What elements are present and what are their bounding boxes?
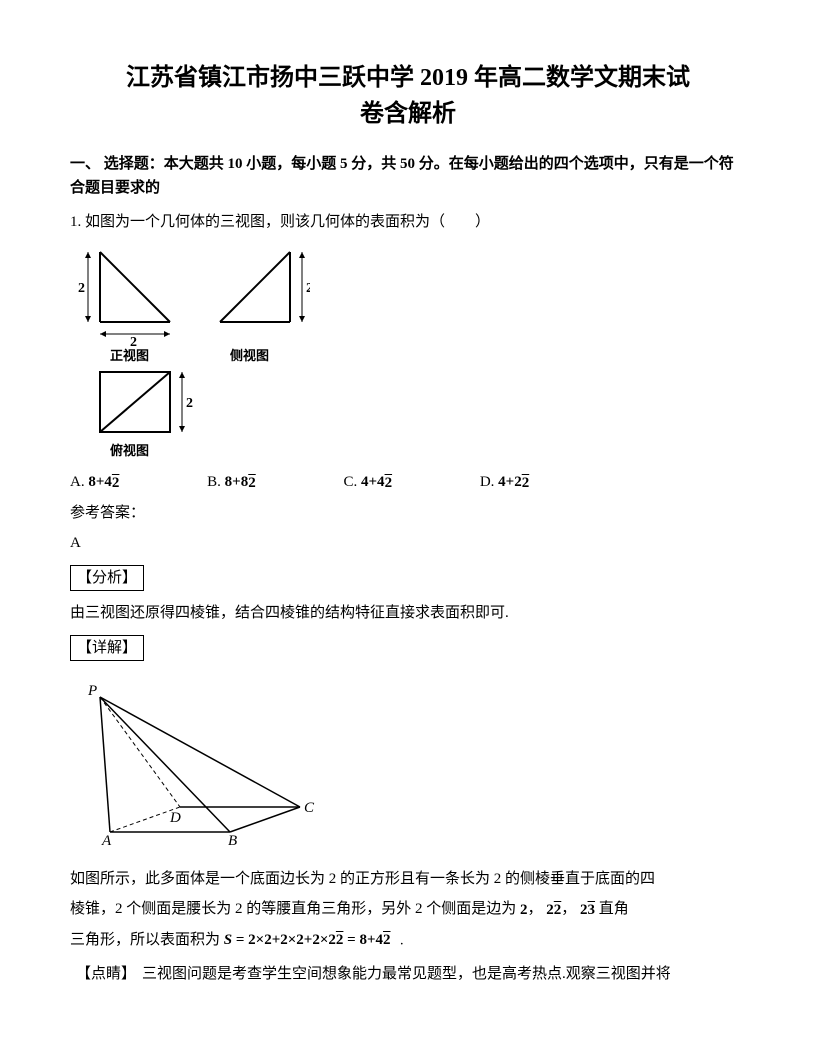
detail-p1: 如图所示，此多面体是一个底面边长为 2 的正方形且有一条长为 2 的侧棱垂直于底… [70,867,746,891]
option-d: D. 4+22 [480,470,585,495]
title-line-2: 卷含解析 [360,101,456,127]
svg-text:P: P [87,683,97,699]
surface-area-formula: S = 2×2+2×2+2×22 = 8+42 [224,928,391,952]
svg-text:2: 2 [306,281,310,296]
q1-options: A. 8+42 B. 8+82 C. 4+42 D. 4+22 [70,470,746,495]
option-a: A. 8+42 [70,470,175,495]
svg-text:俯视图: 俯视图 [110,443,149,458]
detail-p2: 棱锥，2 个侧面是腰长为 2 的等腰直角三角形，另外 2 个侧面是边为 2， 2… [70,897,746,922]
detail-p2-a: 棱锥，2 个侧面是腰长为 2 的等腰直角三角形，另外 2 个侧面是边为 [70,901,516,917]
title-line-1: 江苏省镇江市扬中三跃中学 2019 年高二数学文期末试 [126,65,690,91]
detail-p3: 三角形，所以表面积为 S = 2×2+2×2+2×22 = 8+42 ﹒ [70,928,746,953]
svg-text:C: C [304,800,315,816]
sep-1: ， [528,901,543,917]
svg-text:A: A [101,833,112,847]
detail-label: 【详解】 [70,635,144,661]
section-heading: 一、 选择题：本大题共 10 小题，每小题 5 分，共 50 分。在每小题给出的… [70,152,746,200]
edge-val-c: 23 [580,898,595,922]
analysis-label: 【分析】 [70,565,144,591]
detail-p2-d: 直角 [599,901,629,917]
svg-text:B: B [228,833,237,847]
q1-stem: 1. 如图为一个几何体的三视图，则该几何体的表面积为（ ） [70,210,746,234]
dianjing-label: 【点睛】 [70,962,142,986]
answer-label: 参考答案： [70,501,746,525]
option-b: B. 8+82 [207,470,312,495]
svg-text:2: 2 [78,281,85,296]
svg-text:侧视图: 侧视图 [230,348,269,363]
edge-val-b: 22 [546,898,561,922]
detail-p3-a: 三角形，所以表面积为 [70,932,220,948]
dianjing-text: 三视图问题是考查学生空间想象能力最常见题型，也是高考热点.观察三视图并将 [142,966,671,982]
sep-2: ， [561,901,576,917]
svg-text:D: D [169,810,181,826]
three-view-figure: 2 2 正视图 2 侧视图 2 俯视图 [70,242,746,462]
option-c: C. 4+42 [343,470,448,495]
analysis-text: 由三视图还原得四棱锥，结合四棱锥的结构特征直接求表面积即可. [70,601,746,625]
svg-text:正视图: 正视图 [110,348,149,363]
svg-text:2: 2 [186,396,193,411]
detail-p3-b: ﹒ [394,932,409,948]
answer-value: A [70,531,746,555]
edge-val-a: 2 [520,898,528,922]
pyramid-figure: P A B C D [70,677,746,855]
dianjing-line: 【点睛】三视图问题是考查学生空间想象能力最常见题型，也是高考热点.观察三视图并将 [70,958,746,990]
